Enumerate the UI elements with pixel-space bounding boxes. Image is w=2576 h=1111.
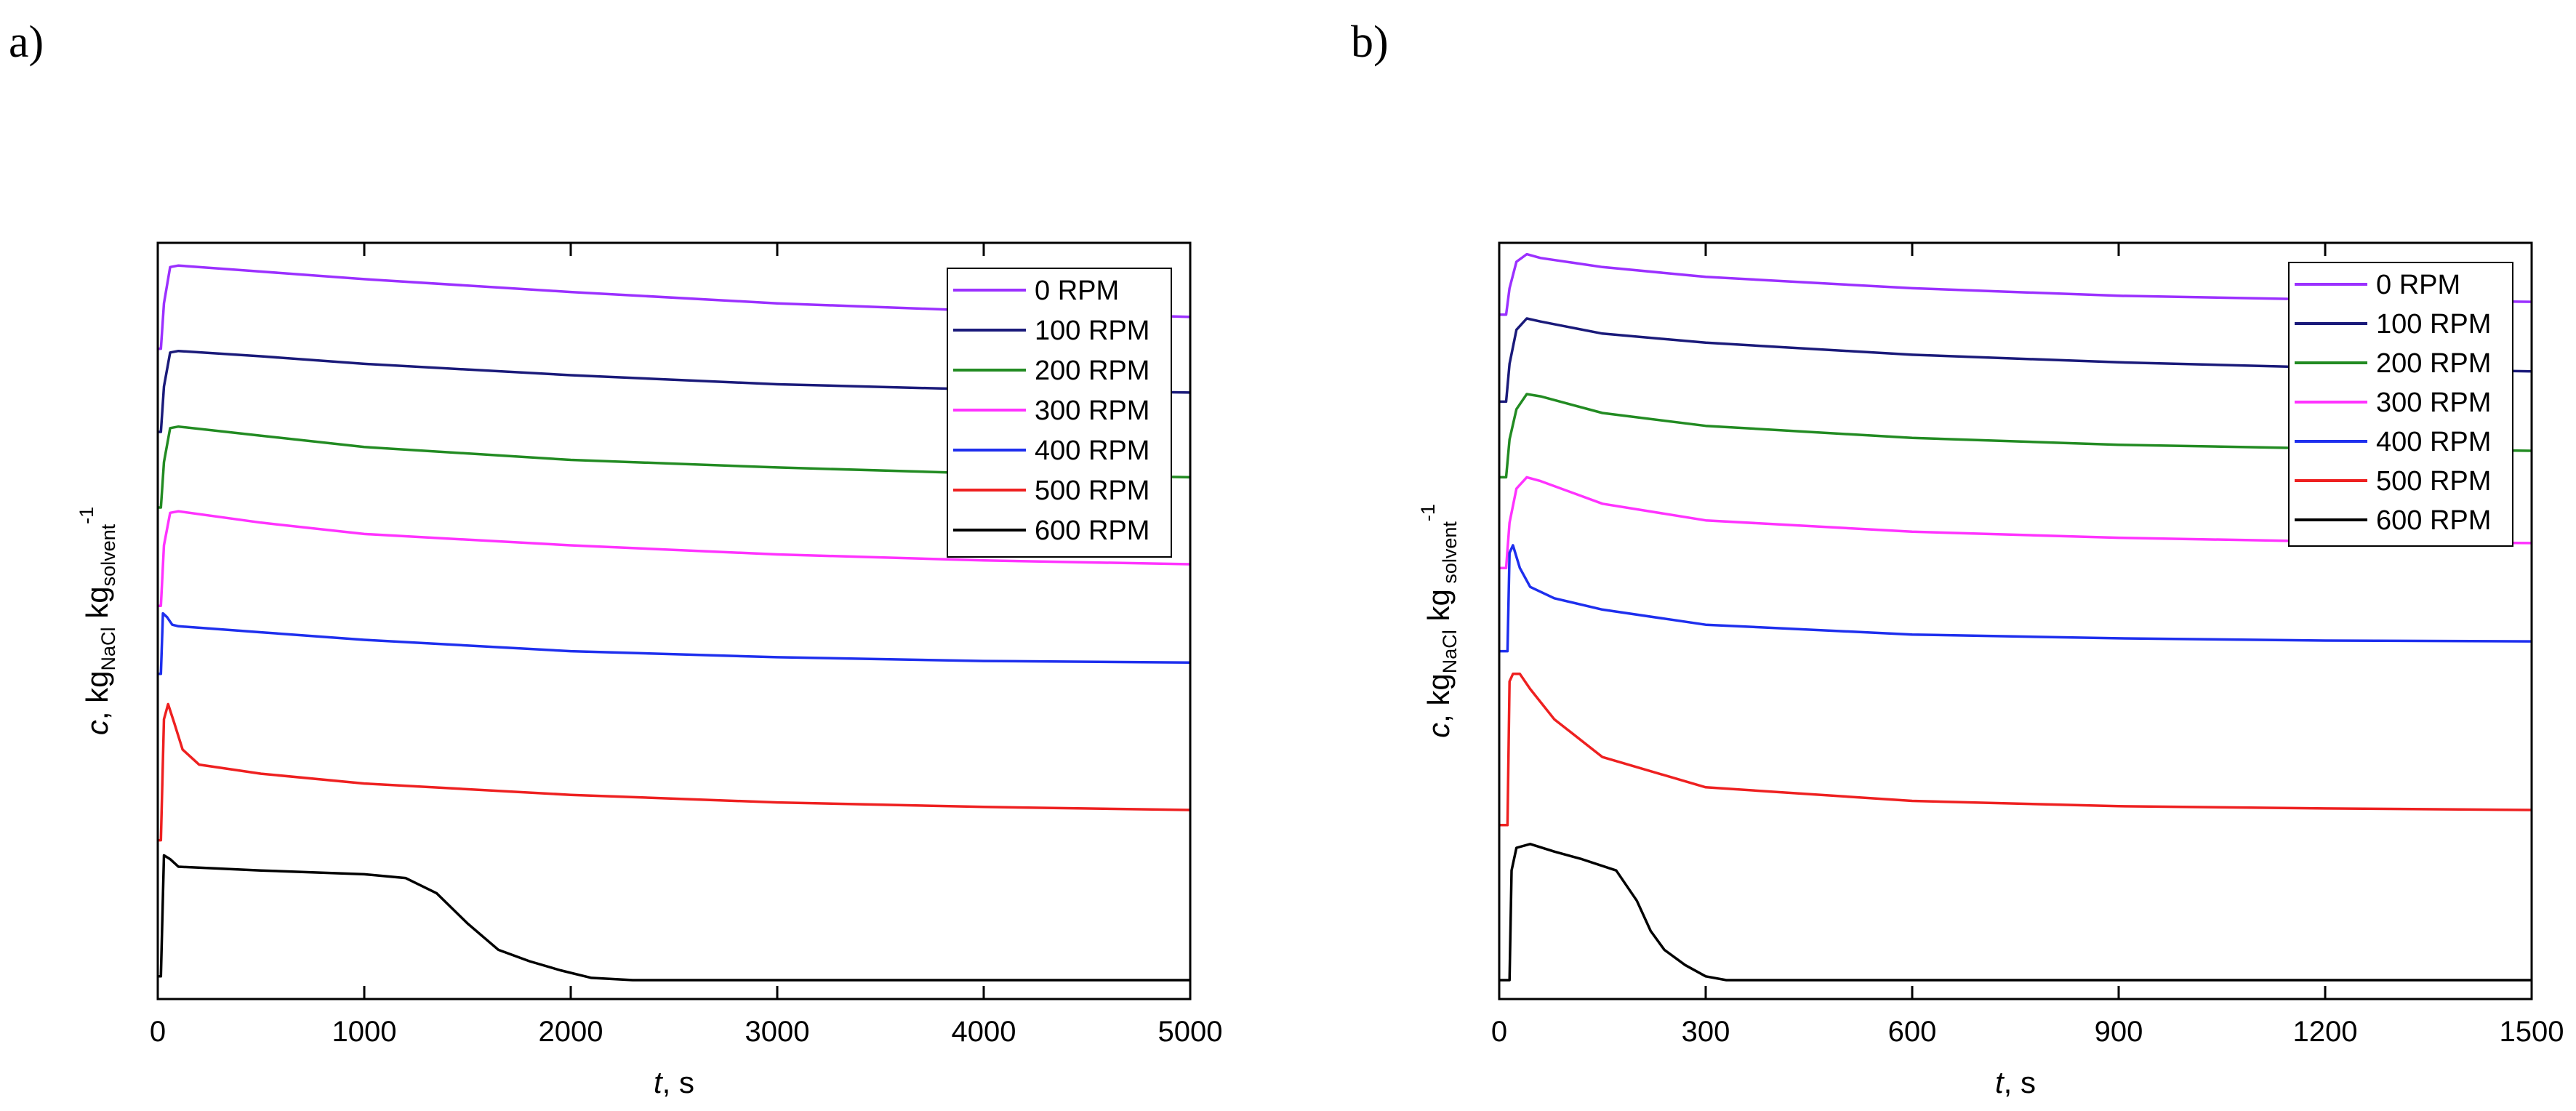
legend-label-200-rpm-b: 200 RPM	[2376, 348, 2491, 379]
plot-area-b	[1499, 252, 2532, 982]
x-tick-label-3000-a: 3000	[745, 1016, 810, 1048]
x-tick-label-5000-a: 5000	[1158, 1016, 1223, 1048]
series-line-100-rpm-a	[158, 349, 1191, 433]
series-line-400-rpm-a	[158, 611, 1191, 675]
legend-label-400-rpm-b: 400 RPM	[2376, 427, 2491, 457]
legend-label-200-rpm-a: 200 RPM	[1035, 356, 1149, 386]
chart-panel-b: b) 0 300 600 900 1200 1500 0 RPM 100 RPM 200 RP…	[1351, 17, 2564, 1099]
x-axis-ticks-b: 0 300 600 900 1200 1500	[1491, 243, 2564, 1048]
x-tick-label-1200-b: 1200	[2293, 1016, 2358, 1048]
series-line-100-rpm-b	[1499, 317, 2532, 404]
legend-box-a	[947, 268, 1172, 558]
series-line-400-rpm-b	[1499, 544, 2532, 653]
x-tick-label-1000-a: 1000	[332, 1016, 397, 1048]
series-line-600-rpm-a	[158, 854, 1190, 982]
series-line-0-rpm-b	[1499, 252, 2532, 316]
x-tick-label-900-b: 900	[2095, 1016, 2143, 1048]
series-line-300-rpm-a	[158, 510, 1191, 607]
legend-label-400-rpm-a: 400 RPM	[1035, 436, 1149, 466]
chart-panel-a: a) 0 1000 2000 3000 4000 5000 0 RPM 100 RPM 200…	[9, 17, 1222, 1099]
series-line-500-rpm-b	[1499, 673, 2532, 827]
panel-label-b: b)	[1351, 17, 1389, 67]
plot-frame-b	[1498, 241, 2533, 1000]
legend-label-0-rpm-a: 0 RPM	[1035, 276, 1119, 306]
x-tick-label-1500-b: 1500	[2500, 1016, 2564, 1048]
x-tick-label-600-b: 600	[1888, 1016, 1937, 1048]
x-tick-label-0-a: 0	[150, 1016, 166, 1048]
legend-label-300-rpm-b: 300 RPM	[2376, 388, 2491, 418]
x-tick-label-2000-a: 2000	[539, 1016, 603, 1048]
y-axis-label-a: c, kgNaCl kgsolvent-1	[76, 507, 119, 735]
legend-label-500-rpm-a: 500 RPM	[1035, 476, 1149, 506]
x-axis-label-a: t, s	[654, 1065, 694, 1099]
series-line-600-rpm-b	[1499, 843, 2532, 982]
legend-label-100-rpm-b: 100 RPM	[2376, 309, 2491, 340]
legend-label-600-rpm-a: 600 RPM	[1035, 516, 1149, 546]
x-tick-label-0-b: 0	[1491, 1016, 1507, 1048]
legend-label-0-rpm-b: 0 RPM	[2376, 270, 2460, 300]
series-line-300-rpm-b	[1499, 476, 2532, 569]
x-tick-label-4000-a: 4000	[952, 1016, 1016, 1048]
legend-label-600-rpm-b: 600 RPM	[2376, 505, 2491, 536]
x-axis-ticks-a: 0 1000 2000 3000 4000 5000	[150, 243, 1223, 1048]
legend-a: 0 RPM 100 RPM 200 RPM 300 RPM 400 RPM 500 RPM…	[947, 268, 1172, 558]
series-line-200-rpm-b	[1499, 393, 2532, 479]
plot-frame-a	[156, 241, 1192, 1000]
x-axis-label-b: t, s	[1995, 1065, 2036, 1099]
legend-box-b	[2288, 262, 2513, 547]
legend-label-100-rpm-a: 100 RPM	[1035, 316, 1149, 346]
series-line-200-rpm-a	[158, 425, 1191, 509]
legend-label-500-rpm-b: 500 RPM	[2376, 466, 2491, 497]
x-tick-label-300-b: 300	[1682, 1016, 1730, 1048]
series-line-500-rpm-a	[158, 702, 1191, 842]
series-line-0-rpm-a	[158, 264, 1191, 350]
legend-label-300-rpm-a: 300 RPM	[1035, 396, 1149, 426]
panel-label-a: a)	[9, 17, 44, 67]
plot-area-a	[158, 264, 1191, 982]
y-axis-label-b: c, kgNaCl kg solvent-1	[1417, 504, 1461, 738]
legend-b: 0 RPM 100 RPM 200 RPM 300 RPM 400 RPM 500 RPM…	[2288, 262, 2513, 547]
